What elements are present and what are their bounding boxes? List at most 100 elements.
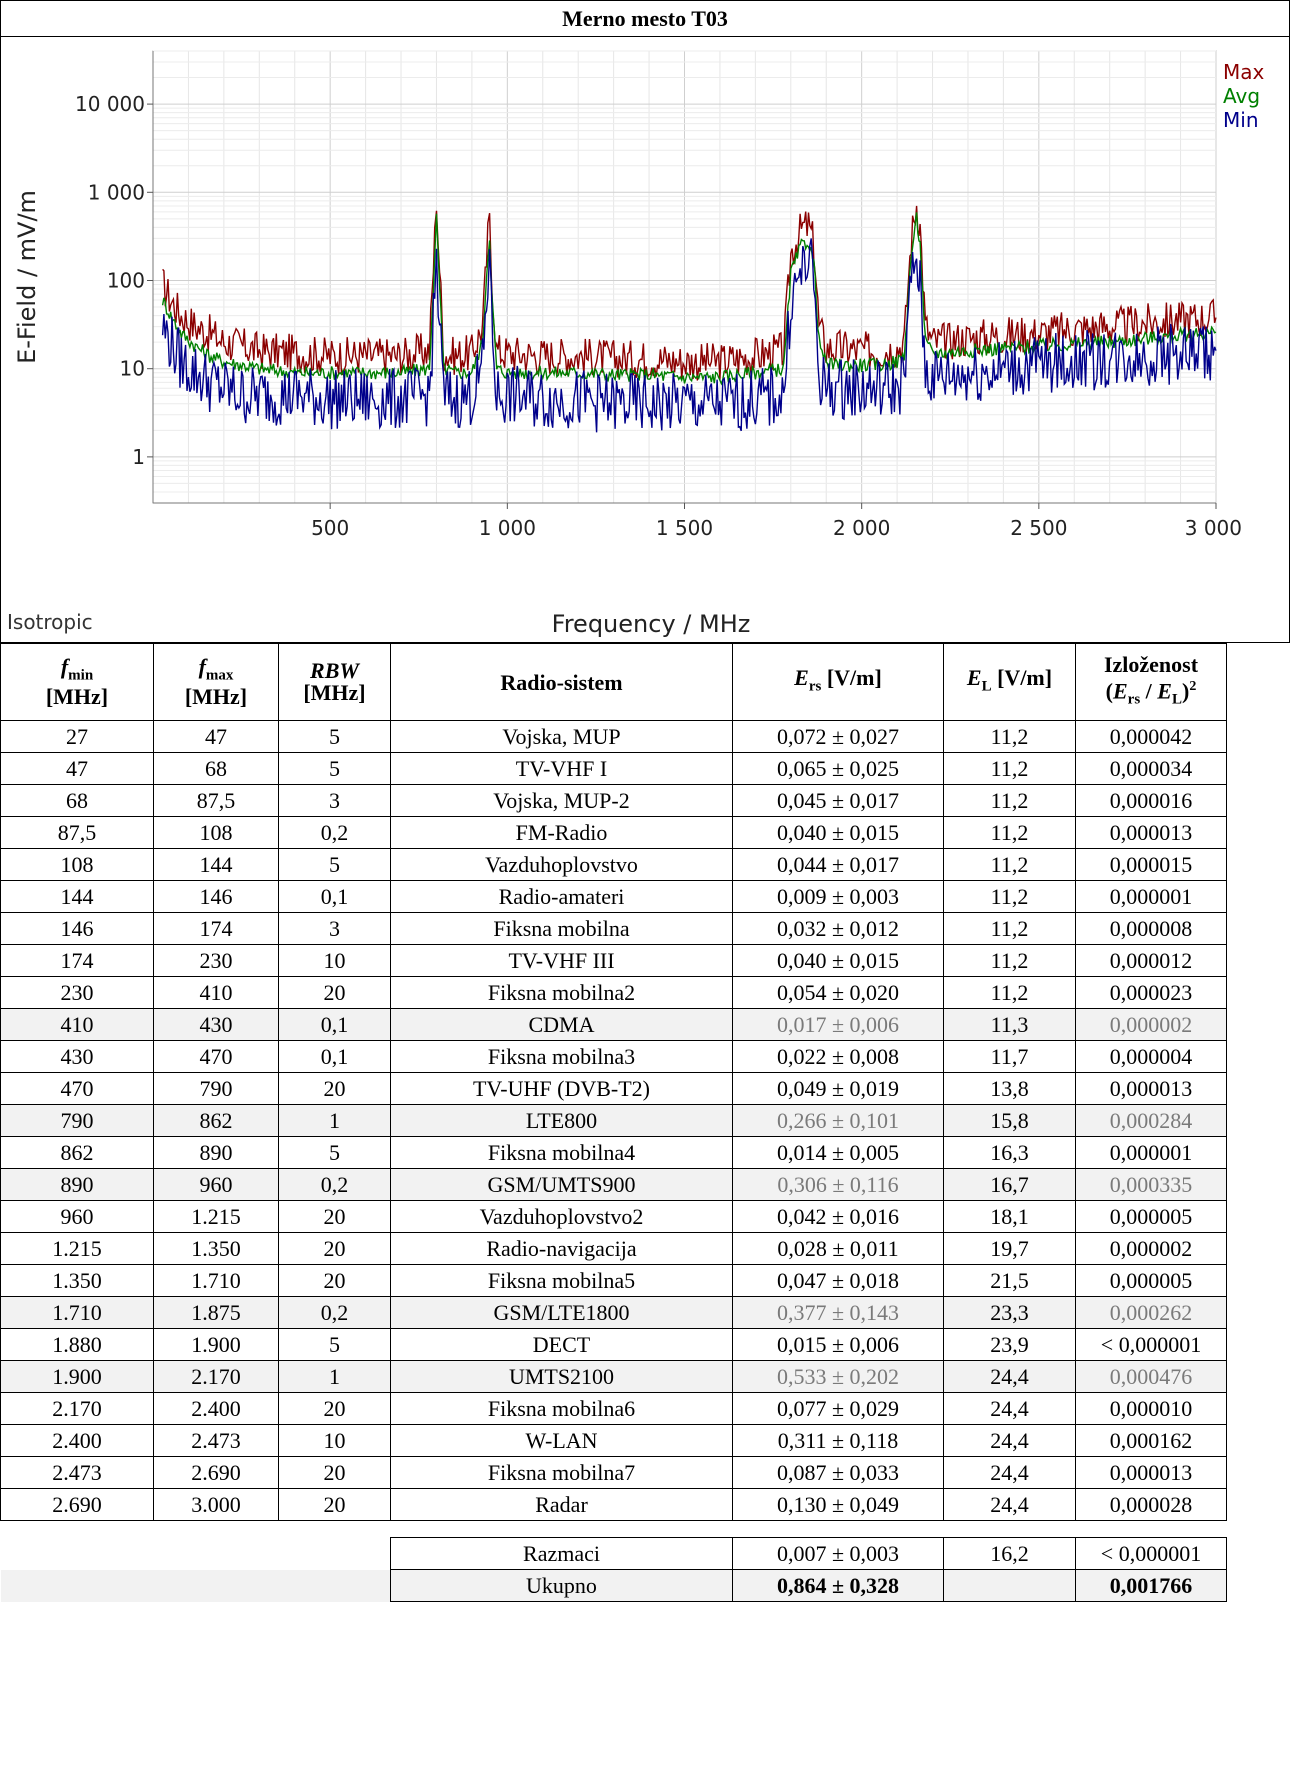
cell-fmax: 2.473 (153, 1424, 279, 1458)
cell-rbw: 1 (278, 1360, 391, 1394)
cell-system: LTE800 (390, 1104, 733, 1138)
cell-ers: 0,032 ± 0,012 (732, 912, 944, 946)
cell-fmax: 68 (153, 752, 279, 786)
y-tick-label: 10 000 (75, 92, 145, 116)
cell-system: FM-Radio (390, 816, 733, 850)
cell-ers: 0,077 ± 0,029 (732, 1392, 944, 1426)
cell-rbw: 20 (278, 1232, 391, 1266)
table-row: 1.350 1.710 20 Fiksna mobilna5 0,047 ± 0,018… (0, 1264, 1227, 1298)
cell-ers: 0,306 ± 0,116 (732, 1168, 944, 1202)
total-ers: 0,864 ± 0,328 (732, 1569, 944, 1603)
cell-el: 21,5 (943, 1264, 1076, 1298)
cell-ers: 0,266 ± 0,101 (732, 1104, 944, 1138)
cell-el: 24,4 (943, 1488, 1076, 1522)
col-ers-header: Ers [V/m] (732, 642, 944, 722)
chart-series (161, 205, 1217, 433)
cell-rbw: 10 (278, 1424, 391, 1458)
table-row: 1.710 1.875 0,2 GSM/LTE1800 0,377 ± 0,143 23,… (0, 1296, 1227, 1330)
cell-ers: 0,072 ± 0,027 (732, 720, 944, 754)
series-line-avg (161, 212, 1217, 386)
table-row: 1.880 1.900 5 DECT 0,015 ± 0,006 23,9 < 0,0000… (0, 1328, 1227, 1362)
cell-system: CDMA (390, 1008, 733, 1042)
cell-fmin: 174 (0, 944, 154, 978)
cell-ers: 0,044 ± 0,017 (732, 848, 944, 882)
cell-el: 11,2 (943, 976, 1076, 1010)
cell-fmin: 47 (0, 752, 154, 786)
cell-system: Radar (390, 1488, 733, 1522)
cell-rbw: 0,1 (278, 880, 391, 914)
cell-fmax: 174 (153, 912, 279, 946)
cell-rbw: 5 (278, 752, 391, 786)
total-row: Ukupno 0,864 ± 0,328 0,001766 (0, 1569, 1227, 1603)
cell-system: Vojska, MUP (390, 720, 733, 754)
table-row: 230 410 20 Fiksna mobilna2 0,054 ± 0,020 11,2… (0, 976, 1227, 1010)
cell-fmax: 960 (153, 1168, 279, 1202)
cell-rbw: 3 (278, 784, 391, 818)
cell-exposure: 0,000042 (1075, 720, 1227, 754)
cell-rbw: 3 (278, 912, 391, 946)
cell-el: 11,2 (943, 752, 1076, 786)
cell-exposure: 0,000001 (1075, 880, 1227, 914)
cell-system: Radio-navigacija (390, 1232, 733, 1266)
table-row: 890 960 0,2 GSM/UMTS900 0,306 ± 0,116 16,7 0,0… (0, 1168, 1227, 1202)
cell-system: GSM/UMTS900 (390, 1168, 733, 1202)
cell-fmax: 108 (153, 816, 279, 850)
cell-fmin: 146 (0, 912, 154, 946)
table-row: 146 174 3 Fiksna mobilna 0,032 ± 0,012 11,2 0,… (0, 912, 1227, 946)
cell-ers: 0,042 ± 0,016 (732, 1200, 944, 1234)
cell-fmax: 410 (153, 976, 279, 1010)
cell-exposure: 0,000023 (1075, 976, 1227, 1010)
cell-ers: 0,065 ± 0,025 (732, 752, 944, 786)
table-row: 960 1.215 20 Vazduhoplovstvo2 0,042 ± 0,016 1… (0, 1200, 1227, 1234)
cell-ers: 0,311 ± 0,118 (732, 1424, 944, 1458)
cell-ers: 0,028 ± 0,011 (732, 1232, 944, 1266)
cell-rbw: 0,1 (278, 1040, 391, 1074)
legend-item-min: Min (1223, 108, 1259, 132)
cell-fmax: 2.400 (153, 1392, 279, 1426)
table-row: 2.170 2.400 20 Fiksna mobilna6 0,077 ± 0,029… (0, 1392, 1227, 1426)
table-row: 2.400 2.473 10 W-LAN 0,311 ± 0,118 24,4 0,0001… (0, 1424, 1227, 1458)
cell-system: Fiksna mobilna2 (390, 976, 733, 1010)
cell-fmin: 87,5 (0, 816, 154, 850)
cell-rbw: 5 (278, 1328, 391, 1362)
cell-fmin: 2.473 (0, 1456, 154, 1490)
legend-item-avg: Avg (1223, 84, 1260, 108)
cell-system: W-LAN (390, 1424, 733, 1458)
cell-system: TV-UHF (DVB-T2) (390, 1072, 733, 1106)
gaps-exposure: < 0,000001 (1075, 1537, 1227, 1571)
cell-exposure: 0,000008 (1075, 912, 1227, 946)
table-row: 174 230 10 TV-VHF III 0,040 ± 0,015 11,2 0,000… (0, 944, 1227, 978)
cell-ers: 0,017 ± 0,006 (732, 1008, 944, 1042)
table-row: 47 68 5 TV-VHF I 0,065 ± 0,025 11,2 0,000034 (0, 752, 1227, 786)
cell-fmax: 2.690 (153, 1456, 279, 1490)
x-tick-label: 2 000 (833, 516, 890, 540)
y-axis-label: E-Field / mV/m (13, 190, 41, 364)
cell-fmax: 790 (153, 1072, 279, 1106)
cell-el: 11,2 (943, 944, 1076, 978)
x-tick-label: 500 (311, 516, 349, 540)
cell-exposure: 0,000162 (1075, 1424, 1227, 1458)
cell-fmin: 1.900 (0, 1360, 154, 1394)
cell-el: 19,7 (943, 1232, 1076, 1266)
panel-title: Merno mesto T03 (1, 1, 1289, 37)
cell-fmin: 108 (0, 848, 154, 882)
cell-fmin: 27 (0, 720, 154, 754)
cell-exposure: 0,000034 (1075, 752, 1227, 786)
cell-system: Fiksna mobilna (390, 912, 733, 946)
table-row: 862 890 5 Fiksna mobilna4 0,014 ± 0,005 16,3 0… (0, 1136, 1227, 1170)
cell-el: 11,2 (943, 848, 1076, 882)
cell-fmin: 1.710 (0, 1296, 154, 1330)
cell-system: Fiksna mobilna7 (390, 1456, 733, 1490)
cell-exposure: 0,000013 (1075, 1456, 1227, 1490)
cell-rbw: 0,2 (278, 1168, 391, 1202)
cell-system: Fiksna mobilna3 (390, 1040, 733, 1074)
cell-fmin: 890 (0, 1168, 154, 1202)
legend-item-max: Max (1223, 60, 1265, 84)
cell-ers: 0,045 ± 0,017 (732, 784, 944, 818)
cell-rbw: 5 (278, 720, 391, 754)
y-tick-label: 1 (132, 445, 145, 469)
cell-system: GSM/LTE1800 (390, 1296, 733, 1330)
cell-el: 11,2 (943, 912, 1076, 946)
cell-exposure: 0,000016 (1075, 784, 1227, 818)
cell-exposure: 0,000262 (1075, 1296, 1227, 1330)
